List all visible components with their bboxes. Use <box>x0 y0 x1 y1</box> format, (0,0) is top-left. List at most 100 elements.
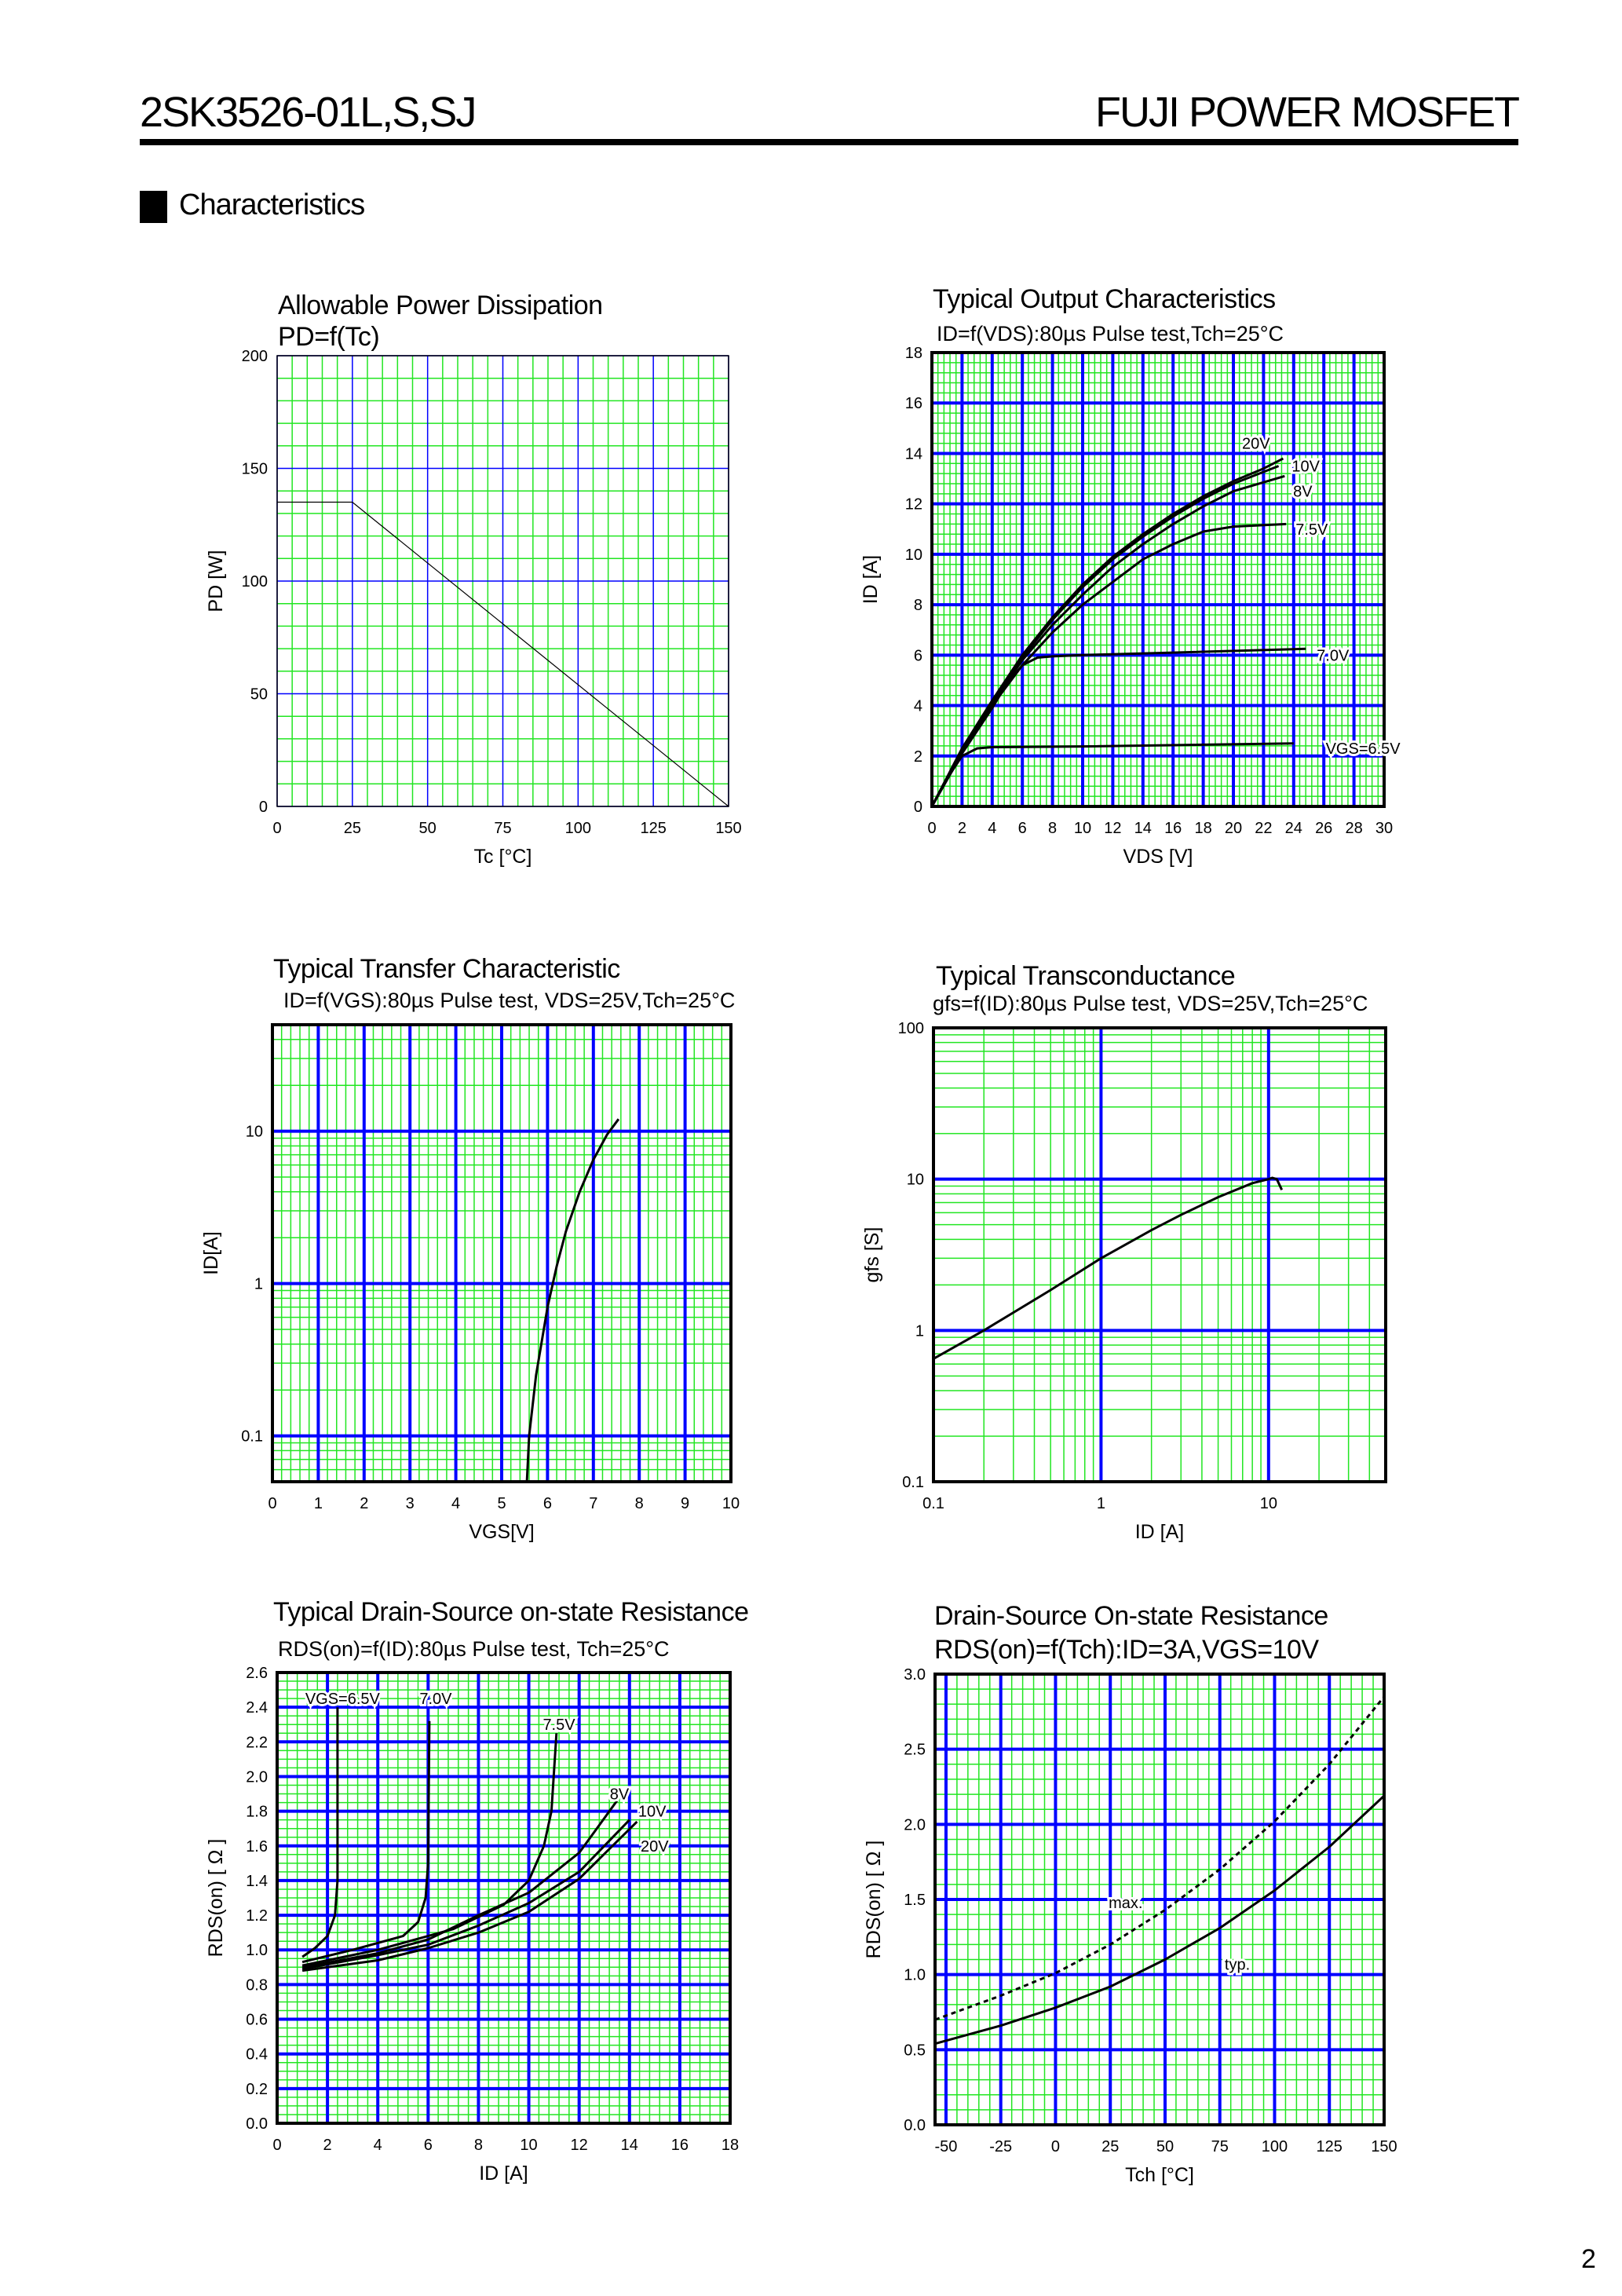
series-label: 10V <box>638 1804 667 1821</box>
chart-1-title: Allowable Power Dissipation <box>278 291 603 320</box>
series-curve-8v <box>930 474 1285 807</box>
chart-4-title: Typical Transconductance <box>936 961 1236 991</box>
x-tick-label: 150 <box>1371 2138 1397 2155</box>
x-axis-label: ID [A] <box>1135 1521 1185 1543</box>
x-tick-label: 0.1 <box>922 1495 944 1512</box>
chart-3-subtitle: ID=f(VGS):80µs Pulse test, VDS=25V,Tch=2… <box>283 989 736 1012</box>
x-tick-label: 2 <box>323 2137 332 2154</box>
y-tick-label: 100 <box>242 573 268 590</box>
y-tick-label: 50 <box>250 686 268 704</box>
chart-2-subtitle: ID=f(VDS):80µs Pulse test,Tch=25°C <box>937 322 1284 345</box>
y-tick-label: 1 <box>254 1276 263 1293</box>
x-axis-label: VGS[V] <box>469 1521 534 1543</box>
x-tick-label: 16 <box>1164 820 1182 837</box>
y-tick-label: 100 <box>898 1020 924 1037</box>
x-tick-label: 50 <box>419 820 437 837</box>
x-tick-label: 0 <box>272 820 281 837</box>
x-tick-label: 5 <box>497 1495 506 1512</box>
x-tick-label: 8 <box>474 2137 483 2154</box>
section-title: Characteristics <box>179 188 365 221</box>
x-tick-label: 8 <box>635 1495 644 1512</box>
y-tick-label: 2.2 <box>246 1734 268 1751</box>
y-tick-label: 14 <box>905 445 922 462</box>
y-tick-label: 1.4 <box>246 1873 268 1890</box>
chart-1: 0 25 50 75 100 125 150 0 50 100 150 200 Tc [°C] PD [W… <box>205 348 742 868</box>
x-axis-label: Tc [°C] <box>474 846 532 868</box>
x-tick-label: 10 <box>722 1495 740 1512</box>
x-tick-label: 20 <box>1225 820 1242 837</box>
x-tick-label: 24 <box>1285 820 1302 837</box>
plot-frame <box>276 1671 732 2125</box>
series-curve-typ. <box>934 1794 1386 2046</box>
x-tick-label: 3 <box>406 1495 415 1512</box>
chart-5-title: Typical Drain-Source on-state Resistance <box>273 1597 749 1627</box>
y-tick-label: 18 <box>905 345 922 362</box>
plot-frame <box>930 351 1386 808</box>
series-curve-20v <box>301 1820 638 1972</box>
y-tick-label: 2 <box>914 748 922 766</box>
page-number: 2 <box>1581 2244 1596 2274</box>
series-curve <box>933 1176 1284 1360</box>
plot-frame <box>276 355 729 807</box>
chart-1-subtitle: PD=f(Tc) <box>278 322 380 352</box>
x-tick-label: 12 <box>571 2137 588 2154</box>
y-axis-label: RDS(on) [ Ω ] <box>863 1841 885 1959</box>
series-curve-7.0v <box>930 647 1306 807</box>
y-tick-label: 0 <box>259 799 268 816</box>
plot-frame <box>271 1023 732 1483</box>
y-tick-label: 1 <box>915 1322 924 1340</box>
y-tick-label: 0.1 <box>902 1474 924 1491</box>
series-curve <box>277 501 729 807</box>
x-tick-label: 12 <box>1104 820 1121 837</box>
x-tick-label: 6 <box>424 2137 433 2154</box>
x-tick-label: 30 <box>1375 820 1393 837</box>
y-tick-label: 1.5 <box>904 1892 926 1909</box>
chart-5-subtitle: RDS(on)=f(ID):80µs Pulse test, Tch=25°C <box>278 1637 670 1661</box>
x-tick-label: 100 <box>565 820 591 837</box>
x-tick-label: 25 <box>1101 2138 1119 2155</box>
series-curve-8v <box>301 1800 619 1969</box>
x-tick-label: 4 <box>988 820 996 837</box>
y-axis-label: ID[A] <box>200 1231 222 1275</box>
series-label: 7.0V <box>419 1691 452 1708</box>
series-curve <box>525 1118 620 1483</box>
series-label: 10V <box>1291 459 1320 476</box>
section-bullet-icon <box>140 191 167 223</box>
series-curve-vgs6.5v <box>301 1707 339 1958</box>
y-axis-label: ID [A] <box>860 555 882 605</box>
y-tick-label: 200 <box>242 348 268 365</box>
y-tick-label: 0.4 <box>246 2046 268 2064</box>
x-tick-label: 2 <box>360 1495 368 1512</box>
y-tick-label: 0.0 <box>246 2115 268 2133</box>
x-tick-label: 0 <box>1051 2138 1060 2155</box>
chart-5: 0 2 4 6 8 10 12 14 16 18 0.0 0.2 0.4 0.6 0.8 1.0 1.2 1.4 1… <box>205 1665 739 2184</box>
x-tick-label: 1 <box>1097 1495 1105 1512</box>
x-axis-label: ID [A] <box>479 2163 528 2184</box>
x-tick-label: 22 <box>1255 820 1272 837</box>
series-curve-10v <box>301 1819 630 1970</box>
x-tick-label: 6 <box>1018 820 1027 837</box>
y-tick-label: 0.6 <box>246 2012 268 2029</box>
x-tick-label: 8 <box>1048 820 1057 837</box>
y-tick-label: 0.5 <box>904 2042 926 2059</box>
chart-2: 0 2 4 6 8 10 12 14 16 18 20 22 24 26 28 300246810121416… <box>860 345 1403 868</box>
y-tick-label: 8 <box>914 597 922 614</box>
y-tick-label: 10 <box>907 1172 924 1189</box>
x-tick-label: 2 <box>958 820 966 837</box>
y-tick-label: 2.4 <box>246 1699 268 1717</box>
series-curve-max. <box>934 1695 1386 2021</box>
chart-3: 0 1 2 3 4 5 6 7 8 9 10 0.1 1 10 VGS[V] ID[A] <box>200 1023 740 1543</box>
y-tick-label: 2.0 <box>904 1816 926 1834</box>
x-tick-label: 125 <box>1317 2138 1343 2155</box>
y-axis-label: gfs [S] <box>861 1227 883 1283</box>
x-tick-label: 14 <box>621 2137 638 2154</box>
y-tick-label: 0.1 <box>241 1428 263 1446</box>
x-tick-label: 9 <box>681 1495 689 1512</box>
x-tick-label: -50 <box>934 2138 957 2155</box>
x-tick-label: 0 <box>927 820 936 837</box>
x-tick-label: 50 <box>1156 2138 1174 2155</box>
x-axis-label: VDS [V] <box>1123 846 1193 868</box>
series-curve-7.0v <box>301 1720 431 1964</box>
y-tick-label: 4 <box>914 698 922 715</box>
